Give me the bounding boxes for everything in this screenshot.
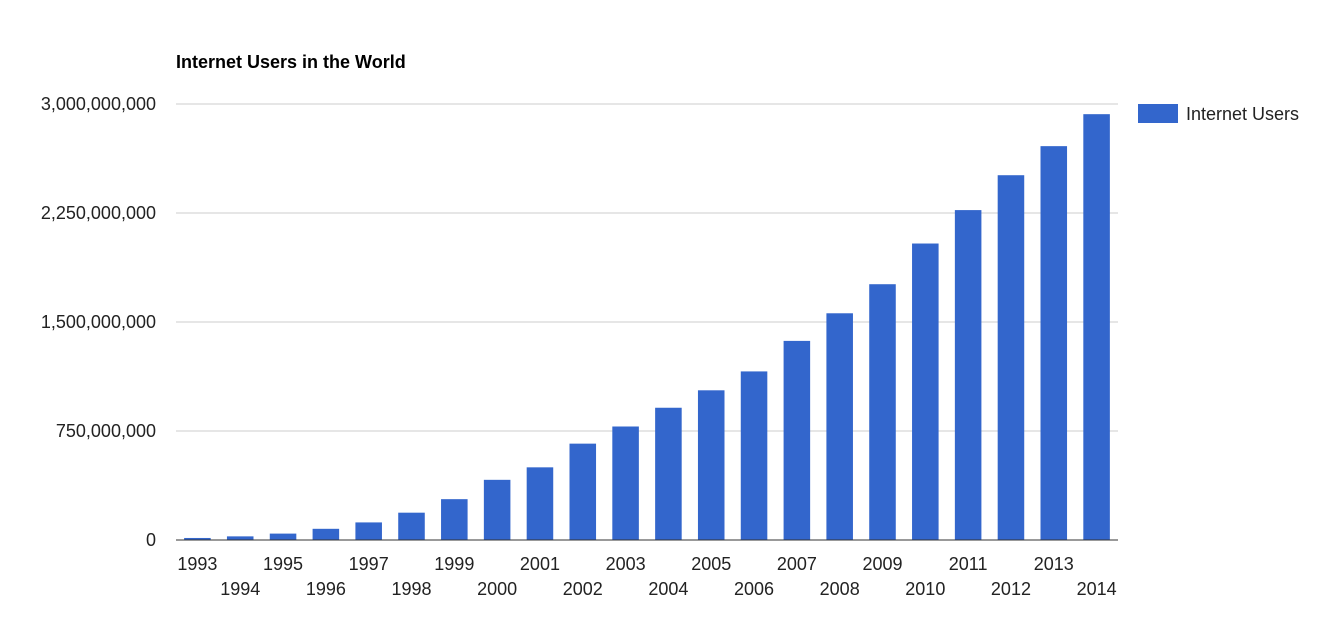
x-tick-label: 2000 <box>477 579 517 599</box>
x-tick-label: 2011 <box>949 554 988 574</box>
bar <box>912 243 939 540</box>
x-tick-label: 2014 <box>1077 579 1117 599</box>
x-tick-label: 1997 <box>349 554 389 574</box>
x-tick-label: 1999 <box>434 554 474 574</box>
bar <box>1083 114 1110 540</box>
bar <box>184 537 211 540</box>
y-tick-label: 750,000,000 <box>56 421 156 441</box>
x-tick-label: 2013 <box>1034 554 1074 574</box>
x-tick-label: 2002 <box>563 579 603 599</box>
bar <box>826 313 853 540</box>
bar <box>355 522 382 540</box>
legend-swatch <box>1138 104 1178 123</box>
y-tick-label: 1,500,000,000 <box>41 312 156 332</box>
x-tick-label: 2008 <box>820 579 860 599</box>
x-tick-label: 2006 <box>734 579 774 599</box>
x-tick-label: 2001 <box>520 554 560 574</box>
x-tick-label: 2005 <box>691 554 731 574</box>
bar <box>697 390 725 540</box>
bar <box>655 407 682 540</box>
bar <box>312 528 340 540</box>
bar <box>441 499 468 540</box>
legend: Internet Users <box>1138 104 1299 124</box>
bar <box>526 467 554 540</box>
bar <box>612 426 639 540</box>
x-tick-label: 2010 <box>905 579 945 599</box>
bar <box>269 533 297 540</box>
bar <box>1040 146 1068 540</box>
x-tick-label: 1996 <box>306 579 346 599</box>
legend-label: Internet Users <box>1186 104 1299 124</box>
bar <box>740 371 768 540</box>
y-tick-label: 0 <box>146 530 156 550</box>
x-tick-label: 1998 <box>391 579 431 599</box>
bars <box>184 114 1110 541</box>
y-tick-label: 2,250,000,000 <box>41 203 156 223</box>
bar <box>569 443 597 540</box>
bar <box>226 536 254 540</box>
x-tick-label: 1993 <box>177 554 217 574</box>
x-axis-ticks: 1993199419951996199719981999200020012002… <box>177 554 1116 599</box>
x-tick-label: 2009 <box>862 554 902 574</box>
y-tick-label: 3,000,000,000 <box>41 94 156 114</box>
x-tick-label: 2012 <box>991 579 1031 599</box>
bar <box>954 210 982 541</box>
bar <box>483 479 511 540</box>
x-tick-label: 2007 <box>777 554 817 574</box>
x-tick-label: 2003 <box>606 554 646 574</box>
bar <box>783 340 811 540</box>
bar <box>398 512 425 540</box>
chart-title: Internet Users in the World <box>176 52 406 72</box>
x-tick-label: 2004 <box>648 579 688 599</box>
x-tick-label: 1995 <box>263 554 303 574</box>
bar <box>869 284 896 540</box>
bar <box>997 175 1025 541</box>
x-tick-label: 1994 <box>220 579 260 599</box>
y-axis-ticks: 0 750,000,000 1,500,000,000 2,250,000,000 3,… <box>41 94 156 550</box>
